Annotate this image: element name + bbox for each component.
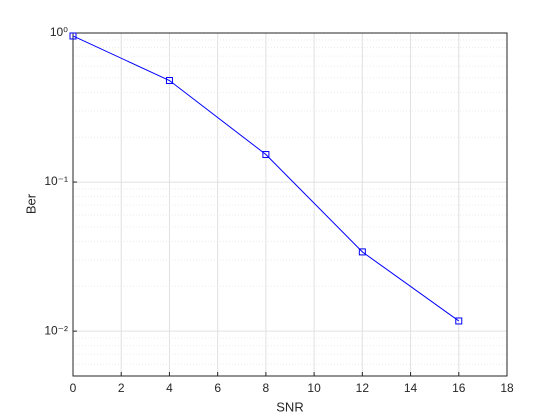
y-axis-label: Ber: [23, 193, 38, 214]
data-point: [165, 77, 173, 85]
y-tick-label: 10⁰: [50, 25, 68, 39]
x-tick-label: 14: [404, 381, 418, 395]
x-axis-label: SNR: [276, 399, 303, 414]
y-tick-label: 10⁻²: [44, 323, 68, 337]
x-tick-label: 8: [263, 381, 270, 395]
x-tick-label: 2: [118, 381, 125, 395]
data-point: [358, 248, 366, 256]
data-point: [455, 317, 463, 325]
data-point: [69, 32, 77, 40]
x-tick-label: 6: [214, 381, 221, 395]
x-tick-label: 0: [70, 381, 77, 395]
data-point: [262, 151, 270, 159]
data-line: [72, 35, 460, 322]
y-tick-label: 10⁻¹: [44, 174, 68, 188]
x-tick-label: 4: [166, 381, 173, 395]
x-tick-label: 12: [356, 381, 370, 395]
x-tick-label: 16: [452, 381, 466, 395]
plot-frame: [72, 32, 508, 377]
x-tick-label: 10: [307, 381, 321, 395]
x-tick-label: 18: [500, 381, 514, 395]
